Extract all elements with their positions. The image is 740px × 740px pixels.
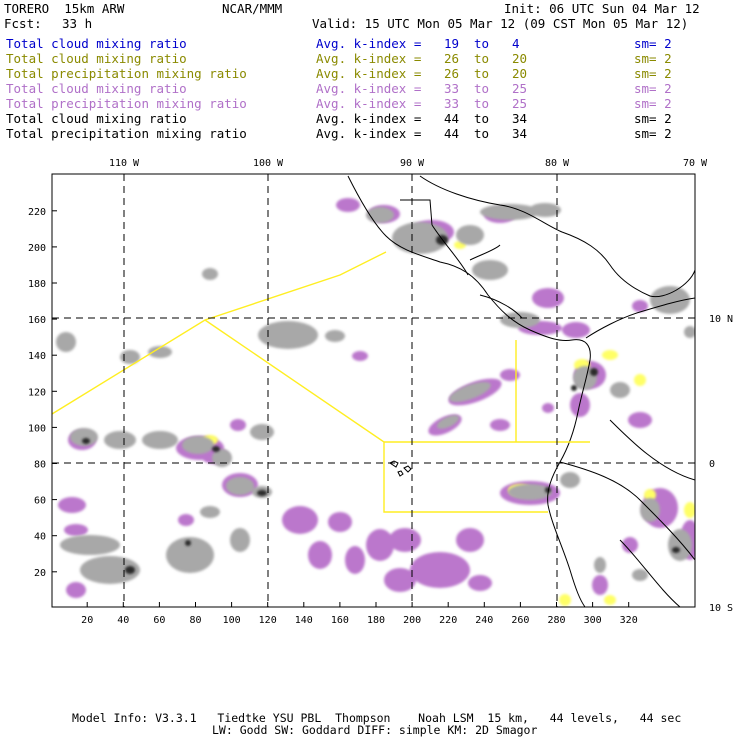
legend-sm: sm= 2 [634, 51, 672, 66]
x-tick-label: 120 [259, 615, 277, 626]
legend-sm: sm= 2 [634, 66, 672, 81]
x-tick-label: 80 [189, 615, 201, 626]
legend-field: Total cloud mixing ratio [6, 81, 187, 96]
region-boundaries [52, 251, 590, 513]
legend-kindex-to: 4 [512, 36, 520, 51]
latitude-label: 10 N [709, 314, 733, 325]
forecast-hour: 33 h [62, 16, 93, 31]
y-tick-label: 180 [28, 279, 46, 290]
legend-field: Total cloud mixing ratio [6, 51, 187, 66]
latitude-label: 0 [709, 459, 715, 470]
y-tick-label: 20 [34, 568, 46, 579]
legend-field: Total precipitation mixing ratio [6, 126, 247, 141]
legend-kindex-from: 19 [444, 36, 460, 51]
legend-kindex-from: 44 [444, 126, 460, 141]
model-info: Model Info: V3.3.1 Tiedtke YSU PBL Thomp… [72, 711, 682, 725]
x-tick-label: 220 [439, 615, 457, 626]
x-tick-label: 60 [153, 615, 165, 626]
legend-kindex-label: Avg. k-index = [316, 111, 422, 126]
legend-field: Total cloud mixing ratio [6, 36, 187, 51]
legend-kindex-label: Avg. k-index = [316, 81, 422, 96]
legend-to-word: to [474, 81, 490, 96]
plot-frame [51, 173, 696, 608]
x-tick-label: 260 [511, 615, 529, 626]
cloud-shading [56, 203, 695, 584]
legend-to-word: to [474, 66, 490, 81]
legend-kindex-to: 25 [512, 81, 528, 96]
legend-kindex-label: Avg. k-index = [316, 36, 422, 51]
x-tick-label: 140 [295, 615, 313, 626]
x-axis-ticks: 20 40 60 80 100 120 140 160 180 200 220 240 260 280 30… [81, 602, 638, 626]
latitude-labels: 10 N 0 10 S [709, 314, 733, 614]
legend-kindex-label: Avg. k-index = [316, 51, 422, 66]
legend-kindex-to: 34 [512, 111, 528, 126]
x-tick-label: 160 [331, 615, 349, 626]
forecast-label: Fcst: [4, 16, 42, 31]
legend-kindex-from: 44 [444, 111, 460, 126]
y-tick-label: 80 [34, 460, 46, 471]
lat-lon-grid [52, 174, 695, 607]
x-tick-label: 240 [475, 615, 493, 626]
latitude-label: 10 S [709, 603, 733, 614]
legend-field: Total precipitation mixing ratio [6, 66, 247, 81]
y-tick-label: 120 [28, 387, 46, 398]
y-tick-label: 60 [34, 496, 46, 507]
legend-kindex-label: Avg. k-index = [316, 66, 422, 81]
x-tick-label: 40 [117, 615, 129, 626]
y-tick-label: 220 [28, 207, 46, 218]
legend-kindex-from: 33 [444, 81, 460, 96]
legend-kindex-label: Avg. k-index = [316, 126, 422, 141]
legend-to-word: to [474, 96, 490, 111]
valid-time: Valid: 15 UTC Mon 05 Mar 12 (09 CST Mon … [312, 16, 689, 31]
y-tick-label: 140 [28, 351, 46, 362]
longitude-label: 100 W [253, 158, 284, 169]
longitude-label: 70 W [683, 158, 708, 169]
legend-sm: sm= 2 [634, 111, 672, 126]
y-tick-label: 100 [28, 423, 46, 434]
x-tick-label: 280 [547, 615, 565, 626]
legend-sm: sm= 2 [634, 81, 672, 96]
y-tick-label: 40 [34, 532, 46, 543]
x-tick-label: 200 [403, 615, 421, 626]
legend-sm: sm= 2 [634, 126, 672, 141]
center-name: NCAR/MMM [222, 1, 283, 16]
x-tick-label: 300 [584, 615, 602, 626]
legend-to-word: to [474, 36, 490, 51]
legend-kindex-to: 20 [512, 66, 528, 81]
x-tick-label: 20 [81, 615, 93, 626]
x-tick-label: 320 [620, 615, 638, 626]
longitude-labels: 110 W 100 W 90 W 80 W 70 W [109, 158, 708, 169]
y-tick-label: 160 [28, 315, 46, 326]
legend-sm: sm= 2 [634, 36, 672, 51]
legend-field: Total precipitation mixing ratio [6, 96, 247, 111]
longitude-label: 80 W [545, 158, 570, 169]
x-tick-label: 180 [367, 615, 385, 626]
physics-info: LW: Godd SW: Goddard DIFF: simple KM: 2D… [212, 723, 538, 737]
legend-to-word: to [474, 51, 490, 66]
x-tick-label: 100 [223, 615, 241, 626]
legend-kindex-to: 20 [512, 51, 528, 66]
model-title: TORERO 15km ARW [4, 1, 125, 16]
legend-to-word: to [474, 126, 490, 141]
legend-field: Total cloud mixing ratio [6, 111, 187, 126]
legend-kindex-from: 26 [444, 66, 460, 81]
deep-cloud-cores [82, 235, 680, 574]
y-axis-ticks: 20 40 60 80 100 120 140 160 180 200 220 [28, 207, 57, 579]
longitude-label: 90 W [400, 158, 425, 169]
legend-kindex-from: 33 [444, 96, 460, 111]
legend-kindex-from: 26 [444, 51, 460, 66]
longitude-label: 110 W [109, 158, 140, 169]
legend-to-word: to [474, 111, 490, 126]
legend-sm: sm= 2 [634, 96, 672, 111]
legend-kindex-label: Avg. k-index = [316, 96, 422, 111]
precip-shading [58, 198, 695, 598]
y-tick-label: 200 [28, 243, 46, 254]
coastlines [347, 175, 695, 607]
legend-kindex-to: 34 [512, 126, 528, 141]
legend-kindex-to: 25 [512, 96, 528, 111]
init-time: Init: 06 UTC Sun 04 Mar 12 [504, 1, 700, 16]
